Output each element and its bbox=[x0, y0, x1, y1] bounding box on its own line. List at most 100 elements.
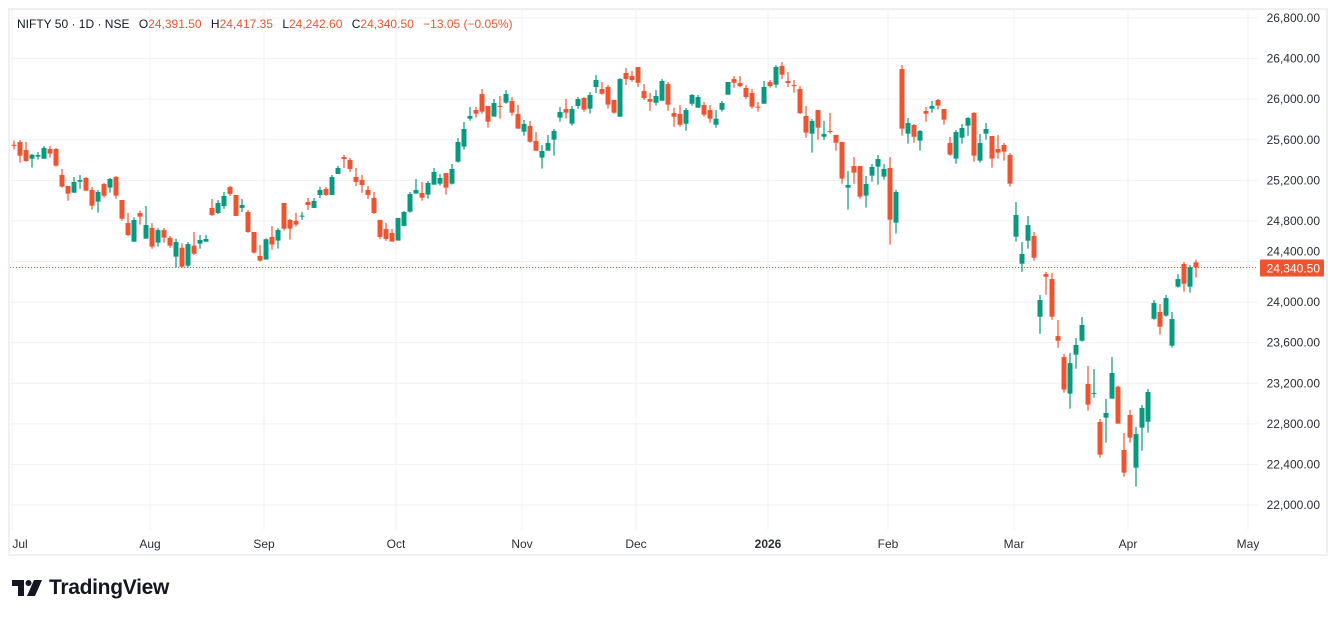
time-tick-label: Feb bbox=[878, 537, 899, 551]
candle-body bbox=[17, 141, 23, 156]
candle-body bbox=[1091, 392, 1097, 394]
candle-down bbox=[17, 140, 23, 163]
candle-body bbox=[35, 155, 41, 157]
candle-down bbox=[803, 106, 809, 138]
close-value: 24,340.50 bbox=[360, 17, 414, 31]
candle-down bbox=[257, 244, 263, 262]
candle-down bbox=[1121, 432, 1127, 477]
candle-body bbox=[815, 110, 821, 128]
candle-up bbox=[299, 211, 305, 220]
candle-down bbox=[641, 84, 647, 100]
candle-down bbox=[251, 231, 257, 254]
candle-body bbox=[917, 131, 923, 141]
candle-up bbox=[977, 133, 983, 163]
candle-body bbox=[1193, 262, 1199, 268]
candle-body bbox=[257, 255, 263, 261]
candle-body bbox=[11, 144, 17, 146]
candle-body bbox=[353, 176, 359, 182]
candle-body bbox=[149, 228, 155, 247]
candle-body bbox=[689, 95, 695, 104]
candle-body bbox=[575, 98, 581, 106]
candle-body bbox=[245, 211, 251, 232]
candle-body bbox=[101, 183, 107, 196]
candle-down bbox=[227, 185, 233, 196]
time-tick-label: May bbox=[1237, 537, 1260, 551]
candle-body bbox=[275, 229, 281, 241]
candlestick-chart[interactable]: 22,000.00 22,400.00 22,800.00 23,200.00 23,6… bbox=[0, 0, 1339, 560]
price-tick-label: 22,000.00 bbox=[1267, 498, 1321, 512]
price-tick-label: 23,600.00 bbox=[1267, 336, 1321, 350]
high-label: H bbox=[210, 17, 220, 31]
candle-down bbox=[383, 222, 389, 241]
candle-down bbox=[647, 92, 653, 111]
candle-body bbox=[521, 124, 527, 132]
candle-up bbox=[587, 91, 593, 114]
candle-down bbox=[161, 228, 167, 243]
candle-body bbox=[155, 230, 161, 243]
candle-down bbox=[497, 96, 503, 119]
candle-down bbox=[935, 98, 941, 110]
price-tick-label: 26,000.00 bbox=[1267, 92, 1321, 106]
candle-down bbox=[833, 134, 839, 151]
candle-body bbox=[683, 110, 689, 124]
candle-body bbox=[899, 69, 905, 129]
grid bbox=[10, 10, 1258, 530]
candle-down bbox=[611, 99, 617, 114]
candle-body bbox=[233, 194, 239, 216]
candle-down bbox=[1055, 320, 1061, 348]
candle-up bbox=[239, 198, 245, 212]
time-tick-label: Oct bbox=[387, 537, 406, 551]
candle-body bbox=[593, 79, 599, 87]
candle-body bbox=[173, 242, 179, 257]
candle-up bbox=[929, 100, 935, 113]
candle-body bbox=[431, 172, 437, 185]
candle-body bbox=[1175, 279, 1181, 287]
price-tick-label: 24,000.00 bbox=[1267, 295, 1321, 309]
candle-up bbox=[983, 123, 989, 140]
symbol-legend: NIFTY 50 · 1D · NSE O24,391.50 H24,417.3… bbox=[17, 17, 513, 31]
candle-body bbox=[767, 82, 773, 87]
candle-body bbox=[125, 223, 131, 236]
chart-frame bbox=[8, 8, 1328, 556]
candle-up bbox=[1073, 337, 1079, 369]
candle-body bbox=[857, 166, 863, 197]
candle-body bbox=[569, 109, 575, 124]
candle-down bbox=[755, 102, 761, 112]
candle-down bbox=[323, 186, 329, 196]
candle-up bbox=[131, 217, 137, 242]
candle-body bbox=[65, 186, 71, 194]
candle-down bbox=[1115, 385, 1121, 424]
high-value: 24,417.35 bbox=[219, 17, 273, 31]
candle-down bbox=[911, 124, 917, 143]
candle-down bbox=[167, 236, 173, 248]
candle-body bbox=[1151, 302, 1157, 319]
candle-body bbox=[881, 168, 887, 177]
candle-down bbox=[191, 231, 197, 256]
candle-up bbox=[659, 79, 665, 101]
candle-up bbox=[95, 189, 101, 213]
time-tick-label: Nov bbox=[511, 537, 532, 551]
candle-body bbox=[677, 113, 683, 125]
candle-down bbox=[737, 76, 743, 87]
candle-down bbox=[359, 174, 365, 193]
candle-body bbox=[995, 148, 1001, 153]
candle-down bbox=[563, 98, 569, 119]
candle-body bbox=[839, 141, 845, 179]
candle-up bbox=[1103, 398, 1109, 443]
candle-up bbox=[407, 192, 413, 213]
candle-body bbox=[1049, 279, 1055, 317]
candle-body bbox=[485, 105, 491, 122]
candle-body bbox=[707, 110, 713, 119]
candle-body bbox=[581, 97, 587, 110]
candle-down bbox=[839, 141, 845, 184]
candle-down bbox=[533, 132, 539, 151]
candle-up bbox=[683, 107, 689, 131]
tradingview-logo[interactable]: TradingView bbox=[12, 576, 169, 600]
candle-down bbox=[119, 200, 125, 221]
candle-down bbox=[701, 102, 707, 117]
candle-body bbox=[941, 109, 947, 120]
candle-up bbox=[1079, 316, 1085, 342]
candle-body bbox=[965, 118, 971, 126]
candle-up bbox=[965, 117, 971, 136]
candle-body bbox=[1097, 422, 1103, 455]
